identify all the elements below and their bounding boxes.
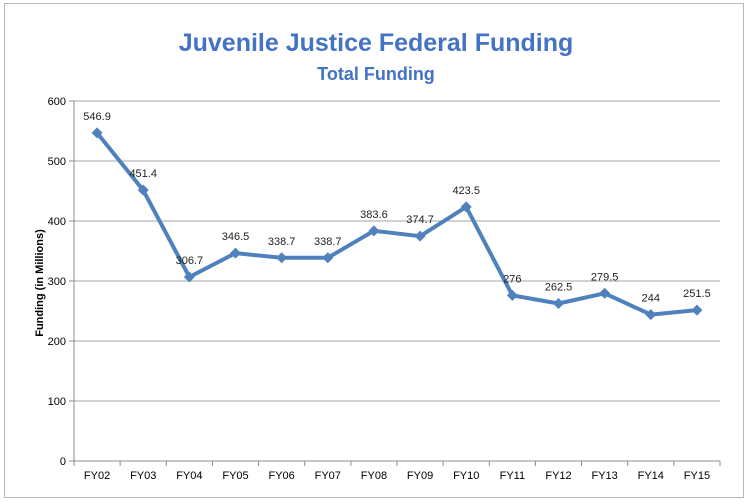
data-point-marker <box>137 184 149 196</box>
y-axis-title: Funding (in Millions) <box>34 229 46 337</box>
data-point-marker <box>276 252 288 264</box>
data-label: 279.5 <box>591 271 619 283</box>
data-point-marker <box>645 309 657 321</box>
x-tick-label: FY11 <box>500 470 525 482</box>
series-line <box>95 130 699 317</box>
data-label: 346.5 <box>222 231 250 243</box>
data-point-marker <box>322 252 334 264</box>
x-tick-label: FY15 <box>684 470 710 482</box>
data-markers <box>91 127 703 321</box>
data-label: 251.5 <box>683 288 711 300</box>
x-tick-label: FY05 <box>222 470 248 482</box>
data-point-marker <box>230 247 241 259</box>
y-tick-label: 600 <box>48 96 66 108</box>
data-label: 374.7 <box>406 214 434 226</box>
x-tick-label: FY03 <box>130 470 156 482</box>
data-point-marker <box>183 271 195 283</box>
x-tick-label: FY14 <box>638 470 664 482</box>
x-tick-labels: FY02 FY03 FY04 FY05 FY06 FY07 FY08 FY09 FY10 FY11… <box>84 470 710 482</box>
y-tick-label: 0 <box>60 456 66 468</box>
x-tick-label: FY10 <box>453 470 479 482</box>
data-point-marker <box>599 287 611 299</box>
data-point-marker <box>91 127 103 139</box>
data-point-marker <box>460 201 472 213</box>
y-tick-label: 300 <box>48 276 66 288</box>
data-label: 338.7 <box>268 236 296 248</box>
data-label: 262.5 <box>545 282 573 294</box>
data-point-marker <box>368 225 380 237</box>
x-tick-label: FY04 <box>176 470 202 482</box>
data-label: 423.5 <box>452 185 480 197</box>
data-label: 546.9 <box>83 111 111 123</box>
x-tick-label: FY02 <box>84 470 110 482</box>
data-point-marker <box>414 230 426 242</box>
x-tick-label: FY12 <box>545 470 571 482</box>
data-point-marker <box>506 289 518 301</box>
x-tick-label: FY06 <box>268 470 294 482</box>
axes <box>69 100 721 466</box>
y-tick-label: 200 <box>48 336 66 348</box>
chart-title: Juvenile Justice Federal Funding <box>179 29 574 57</box>
chart-subtitle: Total Funding <box>317 64 435 84</box>
gridlines <box>74 100 720 402</box>
x-tick-label: FY13 <box>591 470 617 482</box>
y-tick-label: 100 <box>48 396 66 408</box>
y-tick-label: 400 <box>48 216 66 228</box>
data-label: 276 <box>503 273 521 285</box>
x-tick-label: FY07 <box>315 470 341 482</box>
data-point-marker <box>691 304 703 316</box>
y-tick-label: 500 <box>48 156 66 168</box>
data-labels: 546.9 451.4 306.7 346.5 338.7 338.7 383.6 374.7… <box>83 111 710 305</box>
y-tick-labels: 0 100 200 300 400 500 600 <box>48 96 66 468</box>
data-label: 306.7 <box>176 255 204 267</box>
line-chart: Juvenile Justice Federal Funding Total F… <box>34 29 721 482</box>
data-label: 244 <box>642 293 660 305</box>
data-series <box>95 130 699 317</box>
data-label: 338.7 <box>314 236 342 248</box>
chart-frame: Juvenile Justice Federal Funding Total F… <box>4 3 744 498</box>
data-label: 383.6 <box>360 209 388 221</box>
data-point-marker <box>553 298 564 309</box>
x-tick-label: FY09 <box>407 470 433 482</box>
x-tick-label: FY08 <box>361 470 387 482</box>
data-label: 451.4 <box>129 168 157 180</box>
